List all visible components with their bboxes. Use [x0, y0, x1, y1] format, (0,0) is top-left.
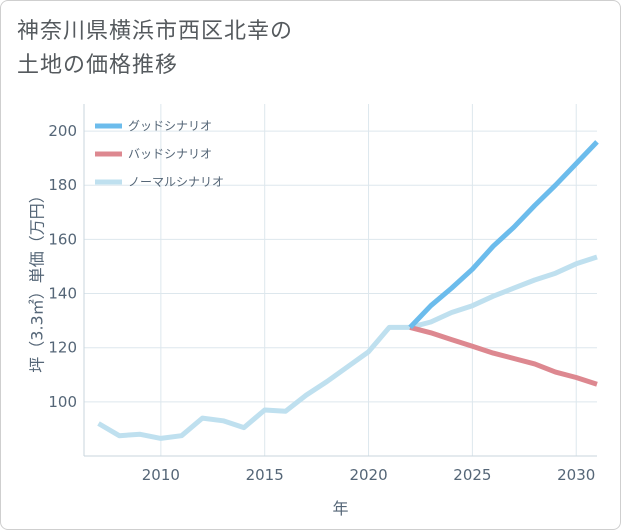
- y-tick-label: 140: [48, 285, 77, 303]
- x-tick-label: 2030: [557, 466, 595, 484]
- x-axis-label: 年: [332, 499, 348, 518]
- series-line-good: [408, 140, 599, 330]
- tick-labels: 100 120 140 160 180 200 2010 2015 2020 2025 2030: [48, 122, 595, 484]
- series-line-normal: [97, 254, 598, 441]
- axes: [83, 104, 597, 457]
- chart-title: 神奈川県横浜市西区北幸の 土地の価格推移: [17, 15, 293, 83]
- title-line-1: 神奈川県横浜市西区北幸の: [17, 19, 294, 44]
- series-line-bad: [409, 324, 598, 387]
- title-line-2: 土地の価格推移: [17, 53, 179, 78]
- grid: [84, 104, 597, 456]
- x-tick-label: 2010: [142, 466, 180, 484]
- y-tick-label: 180: [48, 176, 77, 194]
- y-tick-label: 160: [48, 230, 77, 248]
- y-axis-label: 坪（3.3㎡）単価（万円）: [28, 187, 47, 372]
- x-tick-label: 2020: [349, 466, 387, 484]
- x-tick-label: 2015: [246, 466, 284, 484]
- legend-label-normal: ノーマルシナリオ: [128, 175, 224, 189]
- y-tick-label: 100: [48, 393, 77, 411]
- x-tick-label: 2025: [453, 466, 491, 484]
- legend-label-good: グッドシナリオ: [128, 119, 212, 133]
- y-tick-label: 120: [48, 339, 77, 357]
- legend-label-bad: バッドシナリオ: [128, 147, 212, 161]
- series-group: [97, 140, 599, 441]
- y-tick-label: 200: [48, 122, 77, 140]
